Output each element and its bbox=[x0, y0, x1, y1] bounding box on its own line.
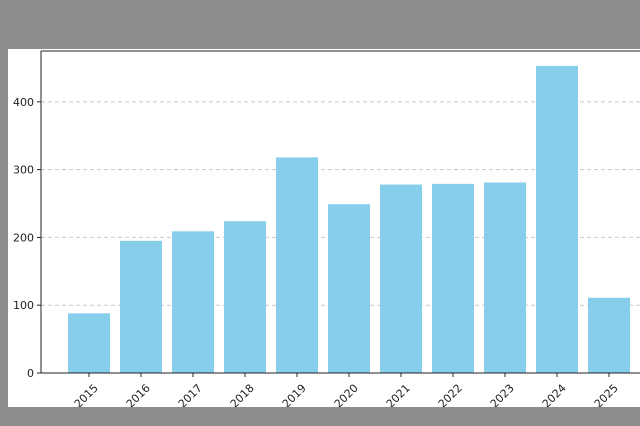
y-tick-labels: 0 100 200 300 400 bbox=[13, 96, 34, 380]
x-tick-label: 2024 bbox=[540, 382, 569, 407]
bar-2024 bbox=[536, 65, 578, 373]
bars bbox=[68, 65, 630, 373]
x-tick-label: 2020 bbox=[332, 382, 361, 407]
x-tick-labels: 2015 2016 2017 2018 2019 2020 2021 2022 2023 2024… bbox=[72, 382, 621, 407]
y-tick-label: 300 bbox=[13, 164, 34, 177]
chart-panel: 0 100 200 300 400 2015 2016 2017 2018 2019 2020 20… bbox=[8, 49, 640, 407]
bar-2023 bbox=[484, 182, 526, 373]
bar-2017 bbox=[172, 231, 214, 373]
y-tick-label: 400 bbox=[13, 96, 34, 109]
x-tick-label: 2021 bbox=[384, 382, 413, 407]
bar-2019 bbox=[276, 157, 318, 373]
x-tick-label: 2017 bbox=[176, 382, 205, 407]
x-tick-label: 2019 bbox=[280, 382, 309, 407]
bar-2025 bbox=[588, 297, 630, 373]
bar-2015 bbox=[68, 313, 110, 373]
x-tick-label: 2015 bbox=[72, 382, 101, 407]
bar-2018 bbox=[224, 221, 266, 373]
y-tick-label: 100 bbox=[13, 299, 34, 312]
x-tick-label: 2022 bbox=[436, 382, 465, 407]
x-tick-label: 2025 bbox=[592, 382, 621, 407]
y-tick-label: 0 bbox=[27, 367, 34, 380]
y-tick-label: 200 bbox=[13, 231, 34, 244]
x-tick-label: 2016 bbox=[124, 382, 153, 407]
axes bbox=[37, 50, 640, 377]
bar-2021 bbox=[380, 184, 422, 373]
bar-2020 bbox=[328, 204, 370, 373]
x-tick-label: 2018 bbox=[228, 382, 257, 407]
bar-2016 bbox=[120, 240, 162, 373]
bar-2022 bbox=[432, 183, 474, 373]
x-tick-label: 2023 bbox=[488, 382, 517, 407]
